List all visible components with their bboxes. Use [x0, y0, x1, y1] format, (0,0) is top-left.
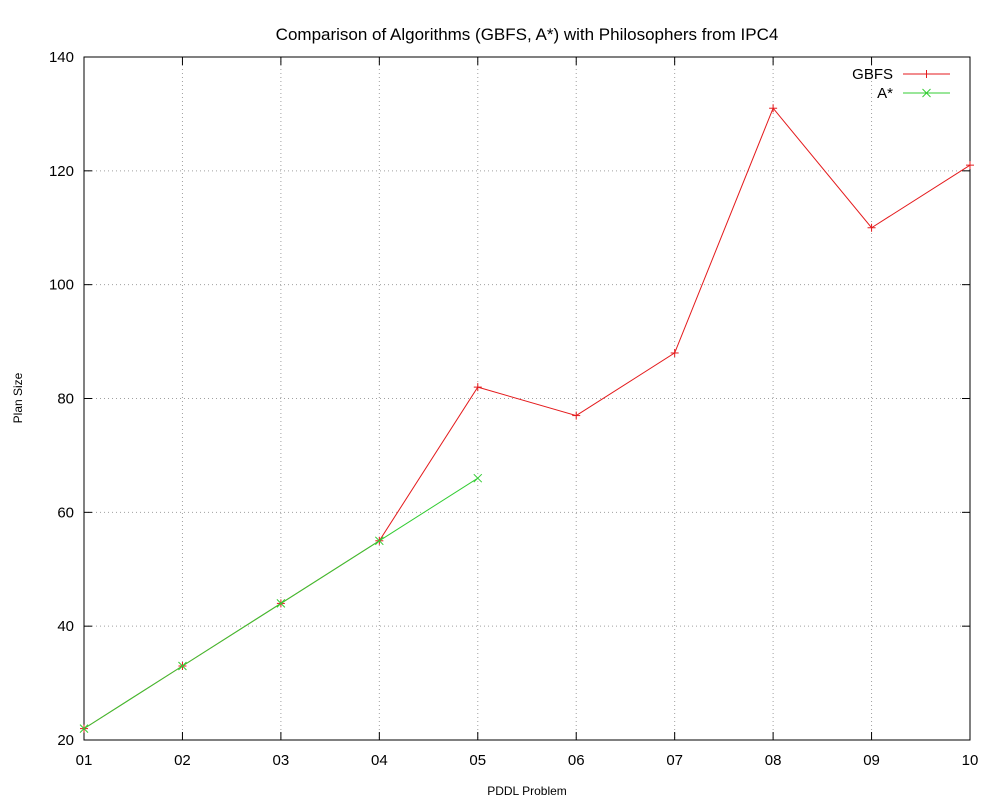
x-tick-label: 02	[174, 752, 191, 769]
x-tick-label: 01	[76, 752, 93, 769]
series-a	[79, 473, 483, 733]
y-tick-label: 80	[57, 391, 74, 408]
x-tick-label: 08	[765, 752, 782, 769]
data-point-a	[374, 536, 384, 546]
data-point-gbfs	[670, 348, 679, 357]
data-point-a	[178, 661, 187, 671]
y-tick-label: 40	[57, 618, 74, 635]
y-tick-label: 120	[49, 163, 74, 180]
legend-label: A*	[877, 85, 893, 102]
legend: GBFS A*	[852, 66, 950, 102]
legend-entry-a: A*	[877, 85, 950, 102]
legend-label: GBFS	[852, 66, 893, 83]
data-point-gbfs	[769, 104, 778, 113]
y-axis-tick-labels: 20 40 60 80 100 120 140	[49, 49, 74, 749]
data-point-a	[473, 473, 483, 483]
x-tick-label: 03	[273, 752, 290, 769]
y-tick-label: 60	[57, 504, 74, 521]
x-tick-label: 10	[962, 752, 979, 769]
chart-title: Comparison of Algorithms (GBFS, A*) with…	[276, 25, 779, 44]
legend-marker	[922, 70, 931, 78]
x-tick-label: 05	[469, 752, 486, 769]
series-line-gbfs	[83, 107, 971, 730]
y-tick-label: 20	[57, 732, 74, 749]
data-point-gbfs	[867, 223, 876, 232]
y-tick-label: 100	[49, 277, 74, 294]
y-axis-label: Plan Size	[11, 372, 25, 423]
data-series	[79, 104, 974, 733]
grid-lines	[84, 57, 970, 740]
series-gbfs	[80, 104, 974, 733]
axis-ticks	[83, 56, 971, 741]
data-point-gbfs	[966, 161, 974, 170]
data-point-gbfs	[572, 411, 581, 420]
x-tick-label: 09	[863, 752, 880, 769]
y-tick-label: 140	[49, 49, 74, 66]
x-axis-label: PDDL Problem	[487, 784, 567, 798]
legend-marker	[922, 88, 931, 98]
data-point-a	[276, 599, 286, 608]
data-point-gbfs	[473, 383, 482, 392]
x-axis-tick-labels: 01 02 03 04 05 06 07 08 09 10	[76, 752, 979, 769]
legend-entry-gbfs: GBFS	[852, 66, 950, 83]
x-tick-label: 07	[666, 752, 683, 769]
x-tick-label: 06	[568, 752, 585, 769]
x-tick-label: 04	[371, 752, 388, 769]
data-point-a	[79, 724, 89, 733]
